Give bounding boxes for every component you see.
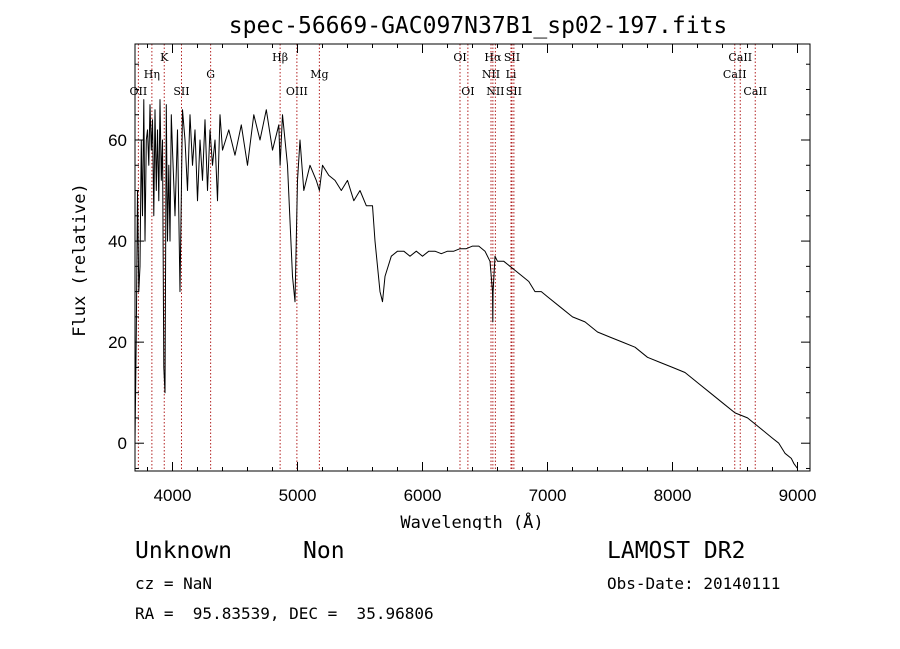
chart-title: spec-56669-GAC097N37B1_sp02-197.fits bbox=[229, 13, 728, 39]
x-tick-label: 7000 bbox=[529, 486, 567, 505]
x-tick-label: 8000 bbox=[654, 486, 692, 505]
line-marker-label: OIII bbox=[286, 85, 308, 98]
y-tick-label: 20 bbox=[108, 333, 127, 352]
survey-label: LAMOST DR2 bbox=[607, 538, 746, 564]
line-marker-label: Hα bbox=[484, 51, 502, 64]
y-axis-ticks: 0 20 40 60 bbox=[108, 63, 810, 469]
emission-line-markers: OIIHηKSIIGHβOIIIMgOIOIHαNIINIISIILiSIICa… bbox=[130, 44, 767, 471]
line-marker-label: CaII bbox=[723, 68, 747, 81]
redshift-label: cz = NaN bbox=[135, 574, 213, 593]
line-marker-label: OI bbox=[461, 85, 474, 98]
subclass-label: Non bbox=[303, 538, 345, 564]
x-tick-label: 4000 bbox=[154, 486, 192, 505]
line-marker-label: NII bbox=[482, 68, 500, 81]
line-marker-label: SII bbox=[173, 85, 189, 98]
line-marker-label: Hβ bbox=[272, 51, 288, 64]
y-tick-label: 40 bbox=[108, 232, 127, 251]
line-marker-label: CaII bbox=[743, 85, 767, 98]
spectrum-chart: spec-56669-GAC097N37B1_sp02-197.fits Wav… bbox=[70, 13, 817, 530]
coordinates-label: RA = 95.83539, DEC = 35.96806 bbox=[135, 604, 434, 623]
line-marker-label: SII bbox=[506, 85, 522, 98]
line-marker-label: CaII bbox=[728, 51, 752, 64]
line-marker-label: K bbox=[160, 51, 169, 64]
line-marker-label: OI bbox=[453, 51, 466, 64]
line-marker-label: Li bbox=[506, 68, 517, 81]
line-marker-label: Hη bbox=[144, 68, 160, 81]
line-marker-label: SII bbox=[504, 51, 520, 64]
obs-date-label: Obs-Date: 20140111 bbox=[607, 574, 781, 593]
line-marker-label: NII bbox=[486, 85, 504, 98]
line-marker-label: OII bbox=[130, 85, 148, 98]
x-axis-label: Wavelength (Å) bbox=[400, 511, 543, 530]
x-axis-ticks: 4000 5000 6000 7000 8000 9000 bbox=[147, 44, 817, 505]
x-tick-label: 6000 bbox=[404, 486, 442, 505]
spectrum-line bbox=[134, 99, 798, 469]
class-label: Unknown bbox=[135, 538, 232, 564]
y-tick-label: 60 bbox=[108, 131, 127, 150]
line-marker-label: G bbox=[206, 68, 215, 81]
y-axis-label: Flux (relative) bbox=[70, 183, 90, 337]
x-tick-label: 9000 bbox=[779, 486, 817, 505]
x-tick-label: 5000 bbox=[279, 486, 317, 505]
plot-frame bbox=[134, 43, 811, 472]
line-marker-label: Mg bbox=[310, 68, 328, 81]
y-tick-label: 0 bbox=[118, 434, 127, 453]
